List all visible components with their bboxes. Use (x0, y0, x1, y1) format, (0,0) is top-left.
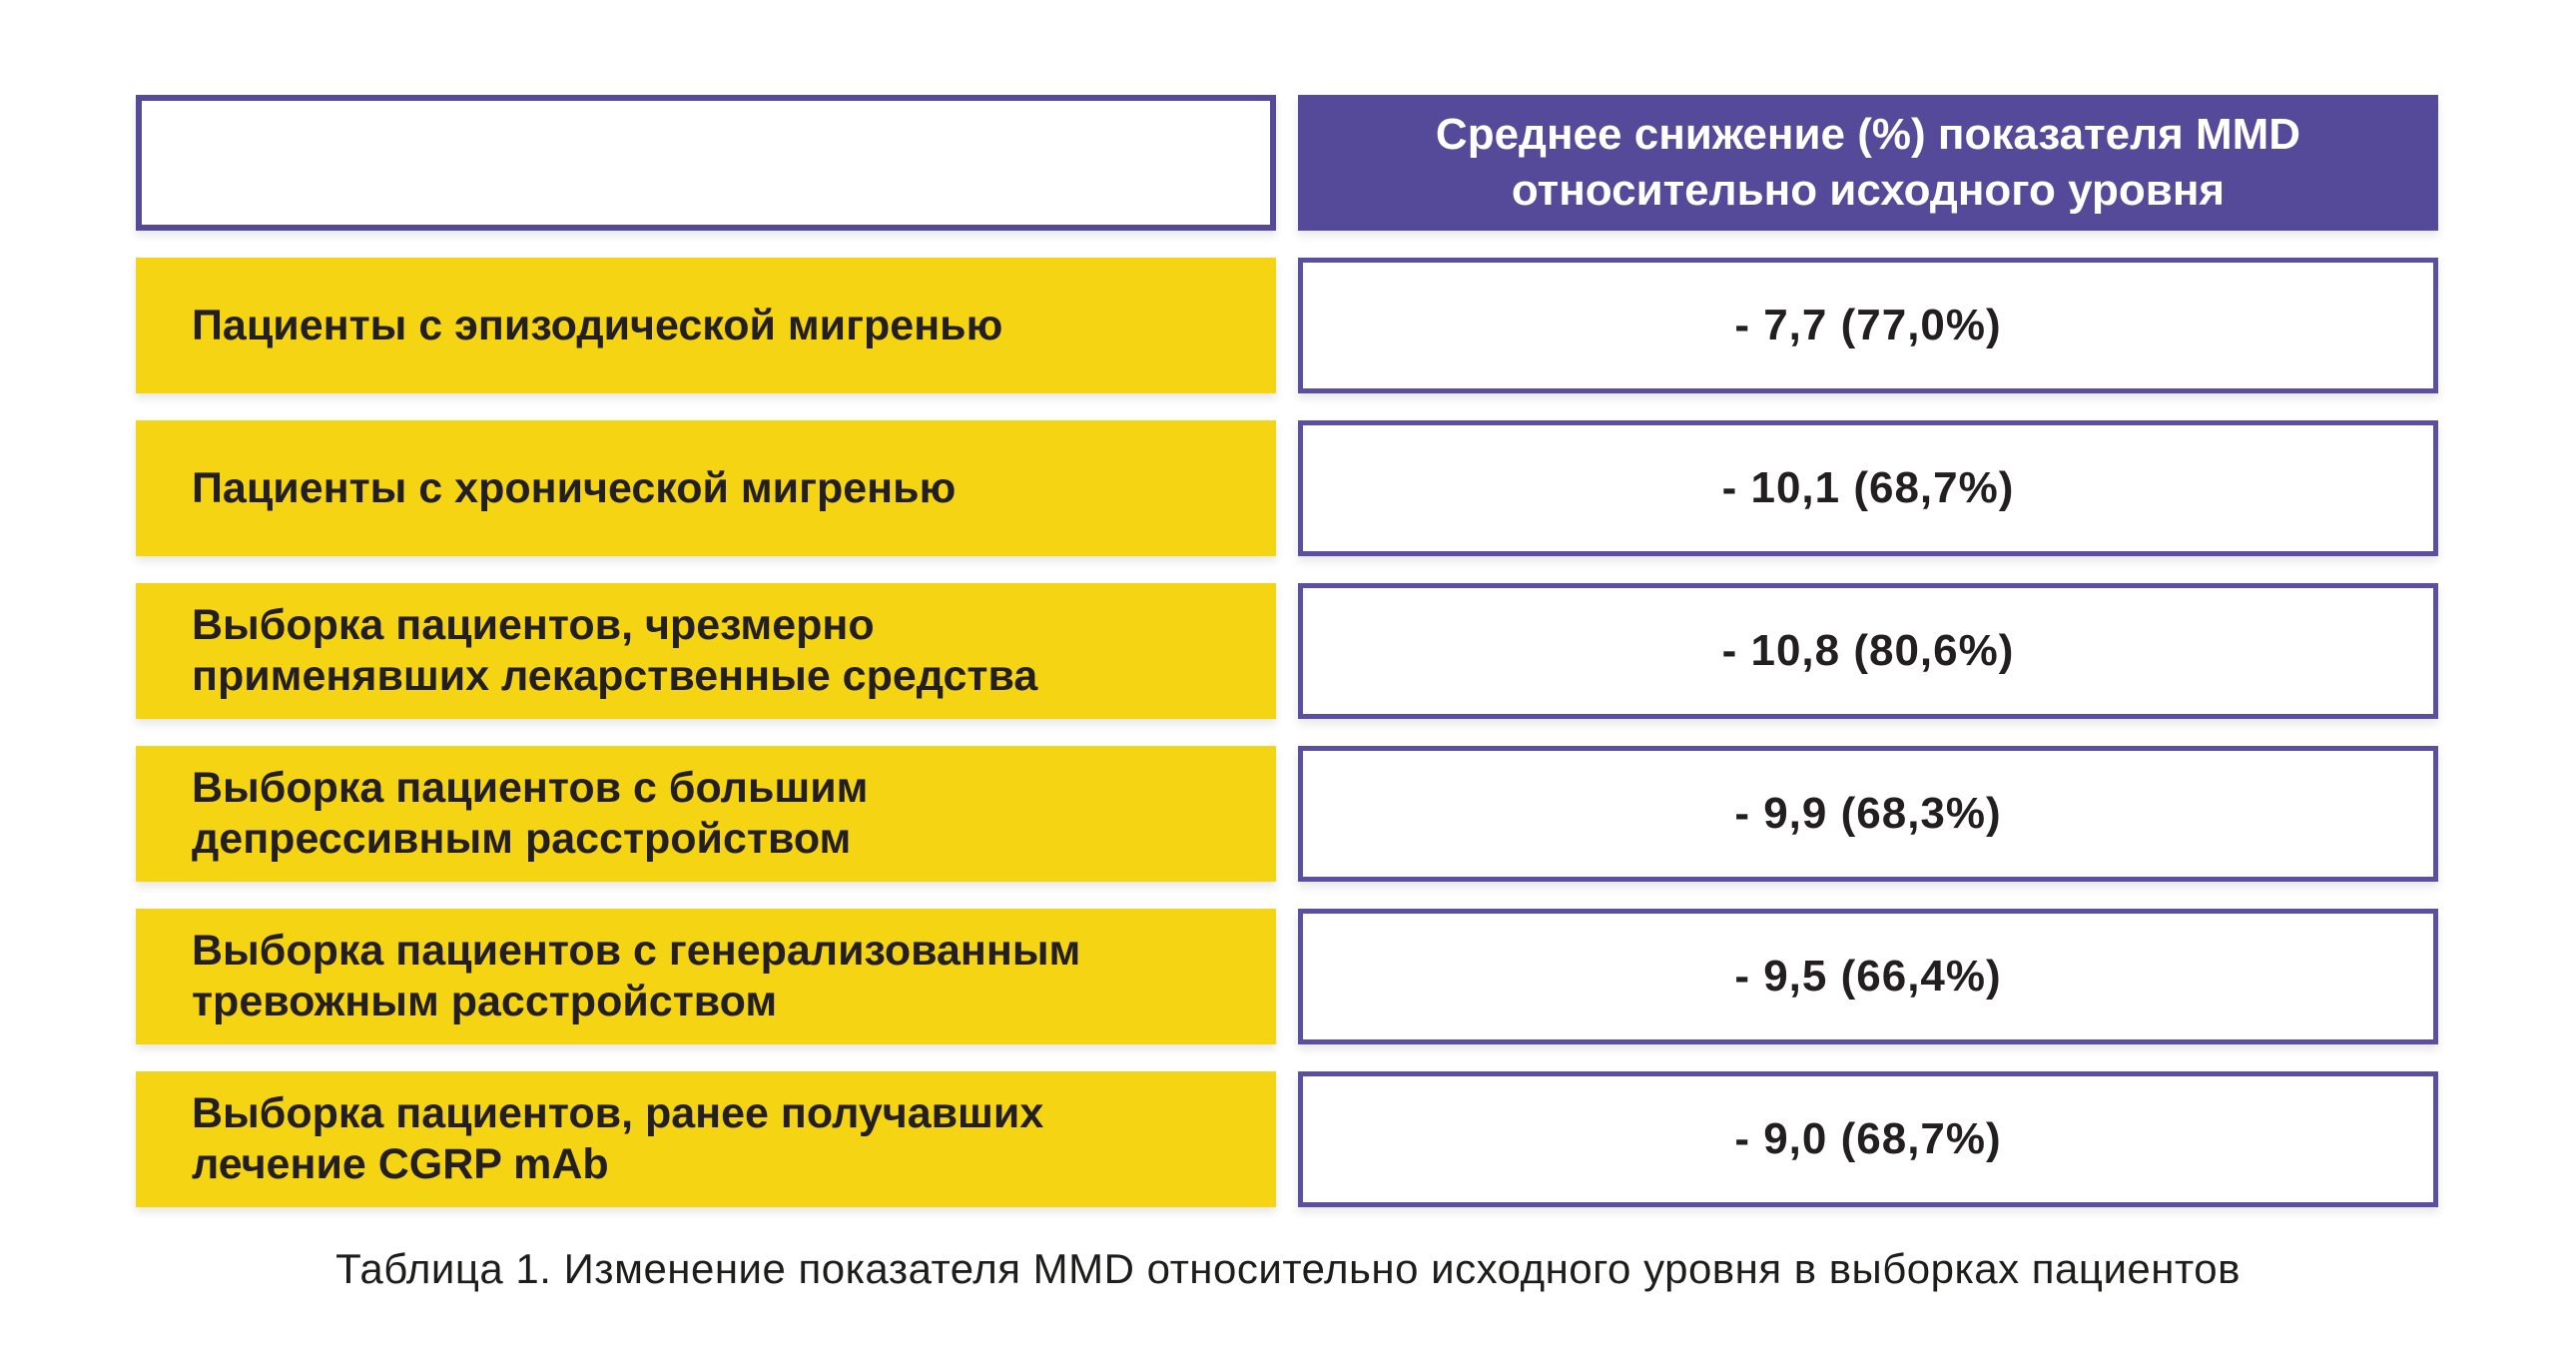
row-label-generalized-anxiety-disorder: Выборка пациентов с генерализованным тре… (136, 909, 1276, 1044)
row-value-prior-cgrp-mab: - 9,0 (68,7%) (1298, 1071, 2438, 1207)
row-label-medication-overuse: Выборка пациентов, чрезмерно применявших… (136, 583, 1276, 719)
row-value-major-depressive-disorder: - 9,9 (68,3%) (1298, 746, 2438, 882)
value-column-header: Среднее снижение (%) показателя MMD отно… (1298, 95, 2438, 231)
row-value-episodic-migraine: - 7,7 (77,0%) (1298, 258, 2438, 393)
mmd-reduction-table: Среднее снижение (%) показателя MMD отно… (136, 95, 2438, 1207)
row-label-prior-cgrp-mab: Выборка пациентов, ранее получавших лече… (136, 1071, 1276, 1207)
empty-header-cell (136, 95, 1276, 231)
row-label-chronic-migraine: Пациенты с хронической мигренью (136, 420, 1276, 556)
row-value-generalized-anxiety-disorder: - 9,5 (66,4%) (1298, 909, 2438, 1044)
row-value-medication-overuse: - 10,8 (80,6%) (1298, 583, 2438, 719)
row-label-episodic-migraine: Пациенты с эпизодической мигренью (136, 258, 1276, 393)
row-label-major-depressive-disorder: Выборка пациентов с большим депрессивным… (136, 746, 1276, 882)
row-value-chronic-migraine: - 10,1 (68,7%) (1298, 420, 2438, 556)
table-caption: Таблица 1. Изменение показателя MMD отно… (335, 1245, 2241, 1292)
